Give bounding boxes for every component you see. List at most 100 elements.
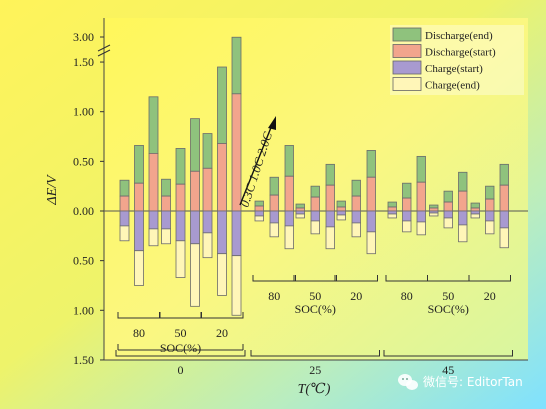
bar-segment-discharge-start (470, 207, 480, 212)
bar-segment-discharge-start (429, 207, 439, 212)
y-tick-label: 1.50 (73, 353, 94, 367)
bar-segment-discharge-end (470, 202, 480, 209)
temperature-label: 25 (309, 363, 321, 377)
soc-tick-label: 20 (484, 289, 496, 303)
bar-segment-discharge-end (366, 150, 376, 178)
bar-segment-discharge-end (119, 179, 130, 197)
bar-segment-charge-start (202, 210, 213, 234)
bar-segment-discharge-end (458, 171, 468, 192)
bar-segment-discharge-start (254, 205, 264, 212)
bar-segment-charge-end (119, 225, 130, 242)
wechat-icon (398, 374, 418, 390)
bar-segment-charge-start (148, 210, 159, 230)
bar-segment-discharge-end (161, 178, 171, 197)
bar-segment-discharge-start (161, 195, 171, 212)
bar-segment-discharge-end (402, 182, 412, 199)
bar-segment-charge-end (325, 226, 335, 250)
watermark-text: 微信号: EditorTan (423, 375, 523, 389)
soc-bracket (252, 275, 296, 282)
soc-tick-label: 80 (133, 326, 145, 340)
bar-segment-charge-start (254, 210, 264, 217)
bar-segment-discharge-start (202, 167, 213, 212)
bar-segment-discharge-end (429, 204, 439, 209)
rate-arrow (239, 116, 276, 206)
bar-segment-discharge-end (387, 201, 397, 208)
y-tick-label: 1.00 (73, 105, 94, 119)
bar-segment-charge-end (336, 214, 346, 221)
bar-segment-charge-end (161, 228, 171, 245)
bar-segment-discharge-end (443, 190, 453, 203)
soc-bracket (200, 312, 244, 319)
soc-tick-label: 80 (268, 289, 280, 303)
y-tick-label: 1.50 (73, 55, 94, 69)
legend-swatch (392, 44, 422, 58)
bar-segment-discharge-end (295, 203, 305, 209)
y-tick-label: 0.50 (73, 254, 94, 268)
bar-segment-discharge-start (402, 197, 412, 212)
bar-segment-charge-start (499, 210, 509, 229)
bar-segment-charge-start (351, 210, 361, 224)
bar-segment-discharge-end (325, 163, 335, 186)
y-axis-break (97, 44, 111, 57)
bar-segment-charge-start (269, 210, 279, 224)
bar-segment-charge-end (310, 220, 320, 235)
bar-segment-charge-end (485, 220, 495, 235)
bar-segment-charge-start (325, 210, 335, 228)
bar-segment-discharge-start (190, 170, 200, 212)
bar-segment-charge-end (443, 217, 453, 229)
y-tick-label-break: 3.00 (73, 30, 94, 44)
legend-swatch (392, 77, 422, 91)
soc-tick-label: 80 (401, 289, 413, 303)
bar-segment-charge-end (148, 228, 159, 247)
bar-segment-discharge-end (231, 36, 242, 95)
group-brackets: 80 50 20 SOC(%) 0 80 50 20 SOC(%) 25 80 50 20 SOC(%) 4… (115, 275, 513, 377)
bar-segment-charge-end (190, 243, 200, 307)
bar-segment-charge-start (161, 210, 171, 230)
bar-segment-discharge-start (387, 206, 397, 212)
soc-tick-label: 20 (216, 326, 228, 340)
bar-segment-charge-end (295, 213, 305, 219)
bar-segment-charge-end (499, 227, 509, 249)
bar-segment-charge-start (366, 210, 376, 233)
x-axis-label: T(℃) (298, 382, 331, 397)
bar-segment-charge-end (429, 212, 439, 217)
bar-segment-discharge-start (458, 190, 468, 212)
soc-tick-label: 50 (309, 289, 321, 303)
bar-segment-discharge-start (119, 195, 130, 212)
bar-segment-discharge-start (175, 183, 186, 212)
bar-segment-charge-start (470, 210, 480, 215)
bar-segment-charge-start (284, 210, 294, 227)
bar-segment-discharge-start (351, 195, 361, 212)
bar-segment-discharge-end (134, 145, 144, 184)
bar-segment-discharge-start (284, 175, 294, 212)
temperature-label: 45 (442, 363, 454, 377)
bar-segment-discharge-end (336, 200, 346, 208)
bar-segment-charge-start (295, 210, 305, 215)
bar-segment-discharge-end (190, 118, 200, 172)
soc-bracket (334, 275, 378, 282)
bar-segment-discharge-end (175, 148, 186, 185)
bar-segment-charge-start (231, 210, 242, 257)
bar-segment-discharge-start (325, 184, 335, 212)
watermark: 微信号: EditorTan (398, 374, 523, 390)
legend-swatch (392, 27, 422, 42)
bar-segment-discharge-end (254, 200, 264, 207)
bar-segment-charge-end (269, 222, 279, 238)
bar-segment-charge-start (458, 210, 468, 226)
bar-segment-discharge-start (499, 184, 509, 212)
bar-segment-discharge-start (310, 196, 320, 212)
bar-segment-charge-start (134, 210, 144, 252)
bar-segment-discharge-end (485, 185, 495, 200)
soc-bracket (468, 275, 511, 282)
temperature-bracket (250, 350, 380, 357)
bar-segment-charge-start (175, 210, 186, 242)
soc-axis-label: SOC(%) (295, 302, 336, 316)
bar-segment-charge-start (190, 210, 200, 245)
bar-segment-charge-start (336, 210, 346, 216)
bar-segment-charge-end (470, 213, 480, 219)
bar-segment-discharge-start (269, 194, 279, 212)
soc-bracket (293, 275, 337, 282)
bar-segment-discharge-start (485, 198, 495, 212)
bar-segment-charge-start (119, 210, 130, 227)
